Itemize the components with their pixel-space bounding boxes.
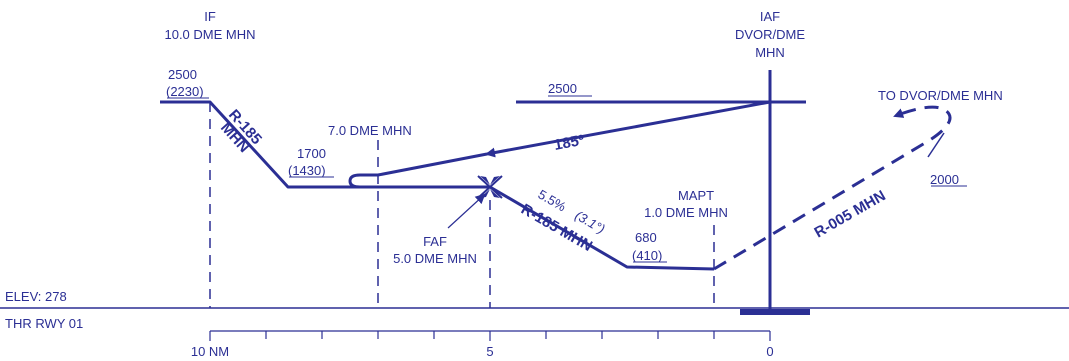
scale-label-0: 0 xyxy=(766,344,773,359)
runway-threshold-bar xyxy=(740,309,810,315)
outbound-course-label: 185º xyxy=(553,132,587,154)
step-height: (1430) xyxy=(288,163,326,178)
approach-profile-track xyxy=(160,100,490,189)
mapt-height: (410) xyxy=(632,248,662,263)
missed-approach-track xyxy=(713,105,952,271)
procedure-turn-loop xyxy=(348,173,378,189)
outbound-leg xyxy=(485,100,771,158)
missed-radial-label: R-005 MHN xyxy=(812,187,889,241)
iaf-fix-name: IAF xyxy=(760,9,780,24)
scale-label-10nm: 10 NM xyxy=(191,344,229,359)
if-altitude: 2500 xyxy=(168,67,197,82)
step-altitude: 1700 xyxy=(297,146,326,161)
mapt-altitude: 680 xyxy=(635,230,657,245)
final-descent-track xyxy=(489,185,715,271)
turn-join-segment xyxy=(377,152,488,177)
faf-pointer-arrow xyxy=(447,193,486,229)
missed-altitude-label: 2000 xyxy=(930,172,959,187)
scale-label-5: 5 xyxy=(486,344,493,359)
aerodrome-elevation: ELEV: 278 xyxy=(5,289,67,304)
if-fix-name: IF xyxy=(204,9,216,24)
missed-altitude-tick xyxy=(927,132,945,158)
mapt-fix-distance: 1.0 DME MHN xyxy=(644,205,728,220)
if-height: (2230) xyxy=(166,84,204,99)
if-fix-distance: 10.0 DME MHN xyxy=(164,27,255,42)
distance-scale-ticks xyxy=(209,331,771,341)
iaf-facility-1: DVOR/DME xyxy=(735,27,805,42)
procedure-altitude-label: 2500 xyxy=(548,81,577,96)
missed-destination-label: TO DVOR/DME MHN xyxy=(878,88,1003,103)
faf-fix-name: FAF xyxy=(423,234,447,249)
faf-fix-distance: 5.0 DME MHN xyxy=(393,251,477,266)
dme7-fix-label: 7.0 DME MHN xyxy=(328,123,412,138)
threshold-label: THR RWY 01 xyxy=(5,316,83,331)
iaf-facility-2: MHN xyxy=(755,45,785,60)
mapt-fix-name: MAPT xyxy=(678,188,714,203)
